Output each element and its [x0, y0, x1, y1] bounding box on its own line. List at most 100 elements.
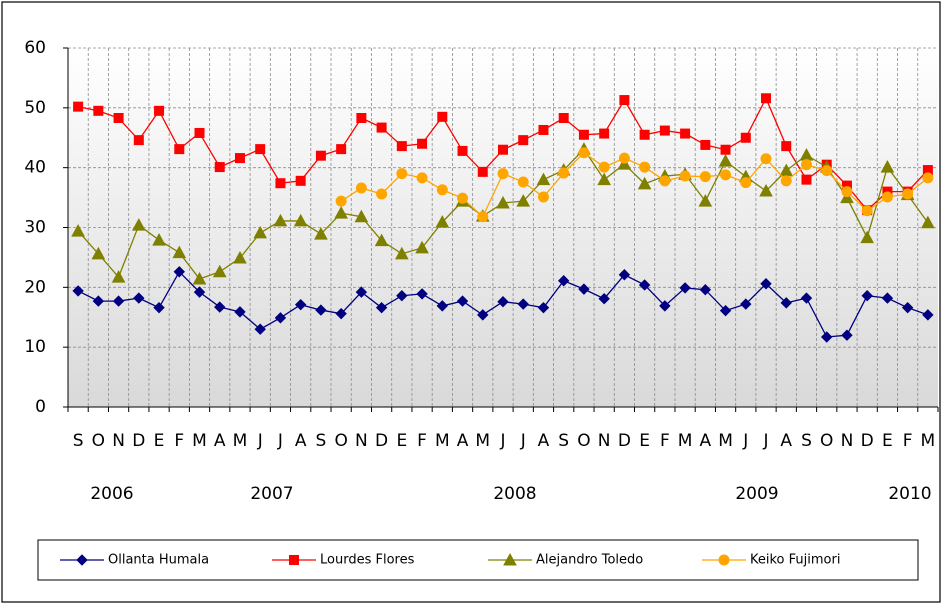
- marker: [578, 283, 590, 295]
- x-tick-label: A: [295, 431, 307, 451]
- year-label: 2010: [888, 484, 931, 504]
- marker: [740, 132, 751, 143]
- marker: [396, 168, 408, 180]
- marker: [376, 122, 387, 133]
- marker: [289, 555, 299, 565]
- marker: [477, 309, 489, 321]
- marker: [821, 331, 833, 343]
- marker: [153, 301, 165, 314]
- marker: [497, 295, 509, 308]
- marker: [293, 213, 308, 227]
- legend-label: Ollanta Humala: [108, 553, 209, 568]
- y-tick-label: 30: [24, 218, 46, 238]
- marker: [638, 279, 651, 291]
- marker: [700, 139, 711, 150]
- marker: [273, 213, 288, 227]
- marker: [901, 301, 914, 314]
- marker: [922, 309, 934, 321]
- marker: [618, 152, 630, 164]
- marker: [537, 191, 549, 203]
- x-tick-label: A: [214, 431, 226, 451]
- marker: [334, 206, 348, 219]
- marker: [335, 195, 347, 207]
- y-tick-label: 50: [24, 98, 46, 118]
- marker: [578, 147, 590, 159]
- marker: [194, 127, 205, 138]
- marker: [841, 186, 853, 198]
- x-tick-label: J: [499, 431, 505, 451]
- x-tick-label: D: [861, 431, 874, 451]
- marker: [457, 145, 468, 156]
- legend-label: Alejandro Toledo: [536, 553, 643, 568]
- marker: [355, 182, 367, 194]
- marker: [860, 230, 875, 244]
- marker: [214, 162, 225, 173]
- marker: [233, 250, 247, 264]
- marker: [558, 167, 570, 179]
- marker: [396, 290, 408, 302]
- marker: [355, 286, 368, 298]
- marker: [496, 195, 510, 209]
- marker: [680, 128, 691, 139]
- x-tick-label: M: [233, 431, 248, 451]
- legend-item: Alejandro Toledo: [488, 553, 643, 568]
- marker: [76, 554, 88, 566]
- marker: [93, 105, 104, 116]
- marker: [212, 264, 227, 278]
- marker: [91, 246, 106, 260]
- marker: [193, 286, 206, 298]
- marker: [456, 295, 469, 307]
- x-tick-label: E: [639, 431, 650, 451]
- marker: [131, 218, 146, 231]
- marker: [679, 282, 691, 294]
- x-tick-label: F: [174, 431, 184, 451]
- marker: [921, 215, 935, 229]
- x-tick-label: O: [820, 431, 833, 451]
- marker: [821, 165, 833, 177]
- marker: [881, 292, 894, 304]
- marker: [356, 113, 367, 124]
- marker: [315, 304, 327, 316]
- year-label: 2009: [735, 484, 778, 504]
- x-tick-label: M: [921, 431, 936, 451]
- legend-label: Lourdes Flores: [320, 553, 415, 568]
- marker: [880, 160, 895, 173]
- marker: [173, 266, 185, 278]
- year-label: 2008: [493, 484, 536, 504]
- x-tick-label: A: [780, 431, 792, 451]
- marker: [718, 554, 730, 566]
- x-tick-label: M: [435, 431, 450, 451]
- marker: [800, 159, 812, 171]
- marker: [618, 269, 631, 281]
- marker: [517, 298, 529, 310]
- year-label: 2006: [90, 484, 133, 504]
- marker: [578, 129, 589, 140]
- x-tick-label: J: [520, 431, 526, 451]
- y-tick-label: 20: [24, 277, 46, 297]
- marker: [133, 292, 145, 304]
- marker: [861, 290, 873, 302]
- marker: [718, 154, 733, 167]
- marker: [73, 101, 84, 112]
- marker: [598, 161, 610, 173]
- marker: [719, 304, 732, 317]
- marker: [315, 150, 326, 161]
- marker: [800, 292, 813, 304]
- x-tick-label: N: [598, 431, 611, 451]
- x-tick-label: J: [277, 431, 283, 451]
- marker: [354, 209, 369, 223]
- marker: [436, 300, 449, 312]
- marker: [619, 95, 630, 106]
- legend-item: Keiko Fujimori: [702, 553, 840, 568]
- marker: [417, 138, 428, 149]
- marker: [477, 166, 488, 177]
- x-tick-label: S: [316, 431, 327, 451]
- marker: [698, 194, 713, 207]
- marker: [335, 307, 347, 320]
- x-tick-label: F: [417, 431, 427, 451]
- marker: [255, 144, 266, 155]
- y-tick-label: 10: [24, 337, 46, 357]
- marker: [536, 172, 551, 186]
- marker: [720, 169, 732, 181]
- marker: [172, 245, 187, 259]
